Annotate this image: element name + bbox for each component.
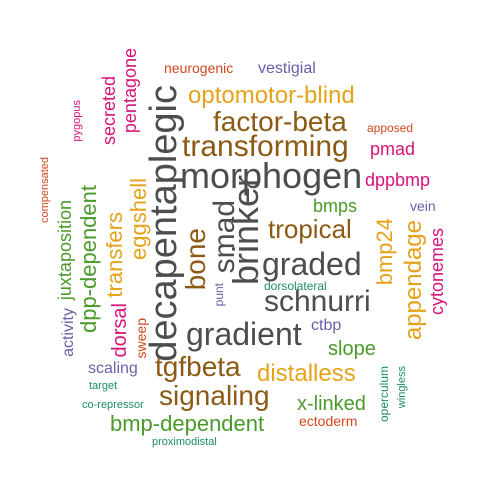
word-gradient: gradient xyxy=(186,316,302,352)
word-pygopus: pygopus xyxy=(71,100,83,142)
word-slope: slope xyxy=(328,338,376,360)
word-dorsal: dorsal xyxy=(109,303,131,358)
word-factor-beta: factor-beta xyxy=(213,106,347,137)
word-x-linked: x-linked xyxy=(297,393,366,415)
word-proximodistal: proximodistal xyxy=(152,436,217,448)
word-graded: graded xyxy=(262,246,362,282)
word-dpp-dependent: dpp-dependent xyxy=(76,185,101,334)
word-punt: punt xyxy=(212,283,226,307)
word-scaling: scaling xyxy=(88,360,138,377)
word-target: target xyxy=(89,380,118,392)
word-bmp24: bmp24 xyxy=(372,218,397,286)
word-transforming: transforming xyxy=(182,130,349,163)
word-pentagone: pentagone xyxy=(120,48,140,134)
word-appendage: appendage xyxy=(400,220,427,341)
word-co-repressor: co-repressor xyxy=(82,399,144,411)
word-dppbmp: dppbmp xyxy=(365,170,431,190)
word-bmps: bmps xyxy=(313,196,358,216)
word-ectoderm: ectoderm xyxy=(299,413,358,429)
word-secreted: secreted xyxy=(99,76,119,146)
word-cytonemes: cytonemes xyxy=(427,228,447,316)
word-vein: vein xyxy=(410,198,436,214)
word-dorsolateral: dorsolateral xyxy=(264,279,327,293)
word-juxtaposition: juxtaposition xyxy=(55,200,75,301)
word-neurogenic: neurogenic xyxy=(164,60,234,76)
word-tropical: tropical xyxy=(268,214,352,244)
word-apposed: apposed xyxy=(367,121,414,135)
word-bone: bone xyxy=(180,228,211,291)
word-pmad: pmad xyxy=(370,139,416,159)
word-distalless: distalless xyxy=(257,360,356,387)
word-ctbp: ctbp xyxy=(311,317,342,334)
word-compensated: compensated xyxy=(39,157,51,224)
word-smad: smad xyxy=(208,200,241,274)
word-wingless: wingless xyxy=(396,366,408,409)
word-schnurri: schnurri xyxy=(264,285,371,318)
word-eggshell: eggshell xyxy=(126,178,151,260)
word-optomotor-blind: optomotor-blind xyxy=(188,82,355,109)
word-morphogen: morphogen xyxy=(180,155,363,196)
word-bmp-dependent: bmp-dependent xyxy=(110,411,265,436)
word-signaling: signaling xyxy=(159,380,270,411)
word-operculum: operculum xyxy=(377,366,391,423)
word-vestigial: vestigial xyxy=(258,60,316,77)
word-sweep: sweep xyxy=(133,318,149,359)
word-tgfbeta: tgfbeta xyxy=(155,351,241,382)
word-transfers: transfers xyxy=(102,212,127,298)
word-activity: activity xyxy=(60,308,77,357)
